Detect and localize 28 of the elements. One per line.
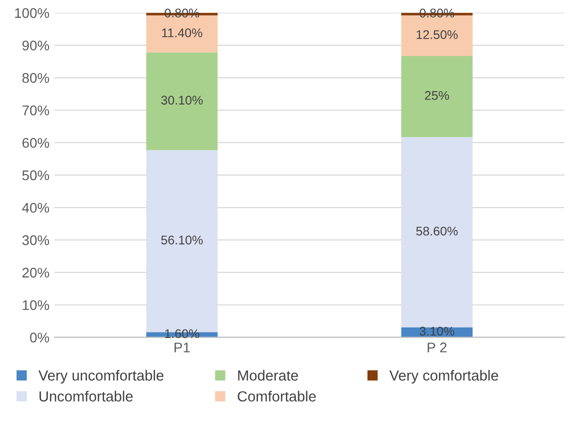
- data-label: 58.60%: [416, 226, 458, 236]
- legend-label: Moderate: [238, 370, 298, 381]
- data-label: 56.10%: [161, 236, 203, 244]
- bar: [401, 137, 473, 328]
- data-label: 3.10%: [420, 326, 454, 336]
- y-tick-label: 40%: [22, 202, 50, 213]
- y-tick-label: 10%: [22, 300, 50, 310]
- data-label: 12.50%: [416, 30, 458, 40]
- y-tick-label: 50%: [22, 170, 50, 180]
- legend-label: Uncomfortable: [40, 390, 133, 402]
- y-tick-label: 90%: [22, 40, 50, 50]
- bar: [401, 56, 473, 138]
- y-tick-label: 70%: [22, 106, 50, 116]
- y-tick-label: 20%: [22, 268, 50, 278]
- data-label: 30.10%: [161, 96, 203, 105]
- data-label: 25%: [425, 91, 449, 100]
- legend-label: Very uncomfortable: [38, 370, 164, 384]
- bar: [146, 52, 218, 150]
- y-tick-label: 60%: [22, 138, 50, 148]
- y-tick-label: 30%: [22, 235, 50, 246]
- data-label: 11.40%: [162, 28, 202, 38]
- y-tick-label: 100%: [15, 8, 50, 18]
- x-tick-label: P1: [174, 342, 190, 352]
- y-tick-label: 0%: [30, 332, 50, 342]
- x-tick-label: P 2: [428, 342, 447, 352]
- y-tick-label: 80%: [22, 73, 50, 83]
- legend-label: Very comfortable: [389, 370, 498, 384]
- legend-label: Comfortable: [238, 390, 316, 402]
